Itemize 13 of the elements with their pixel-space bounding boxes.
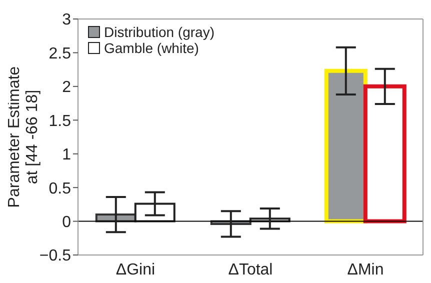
x-tick-label: ΔTotal — [228, 261, 273, 278]
y-tick-label: 0.5 — [48, 180, 72, 198]
legend-label: Gamble (white) — [104, 40, 199, 56]
legend-label: Distribution (gray) — [104, 24, 214, 40]
x-tick-label: ΔMin — [347, 261, 384, 278]
y-tick-label: 1 — [62, 146, 72, 164]
y-tick-label: 2.5 — [48, 45, 72, 62]
y-tick-label: 2 — [62, 79, 72, 96]
y-tick-label: −0.5 — [39, 248, 72, 265]
y-tick-label: 1.5 — [48, 112, 72, 130]
y-tick-label: 0 — [62, 214, 72, 231]
x-tick-label: ΔGini — [116, 261, 156, 278]
y-tick-label: 3 — [62, 12, 72, 29]
